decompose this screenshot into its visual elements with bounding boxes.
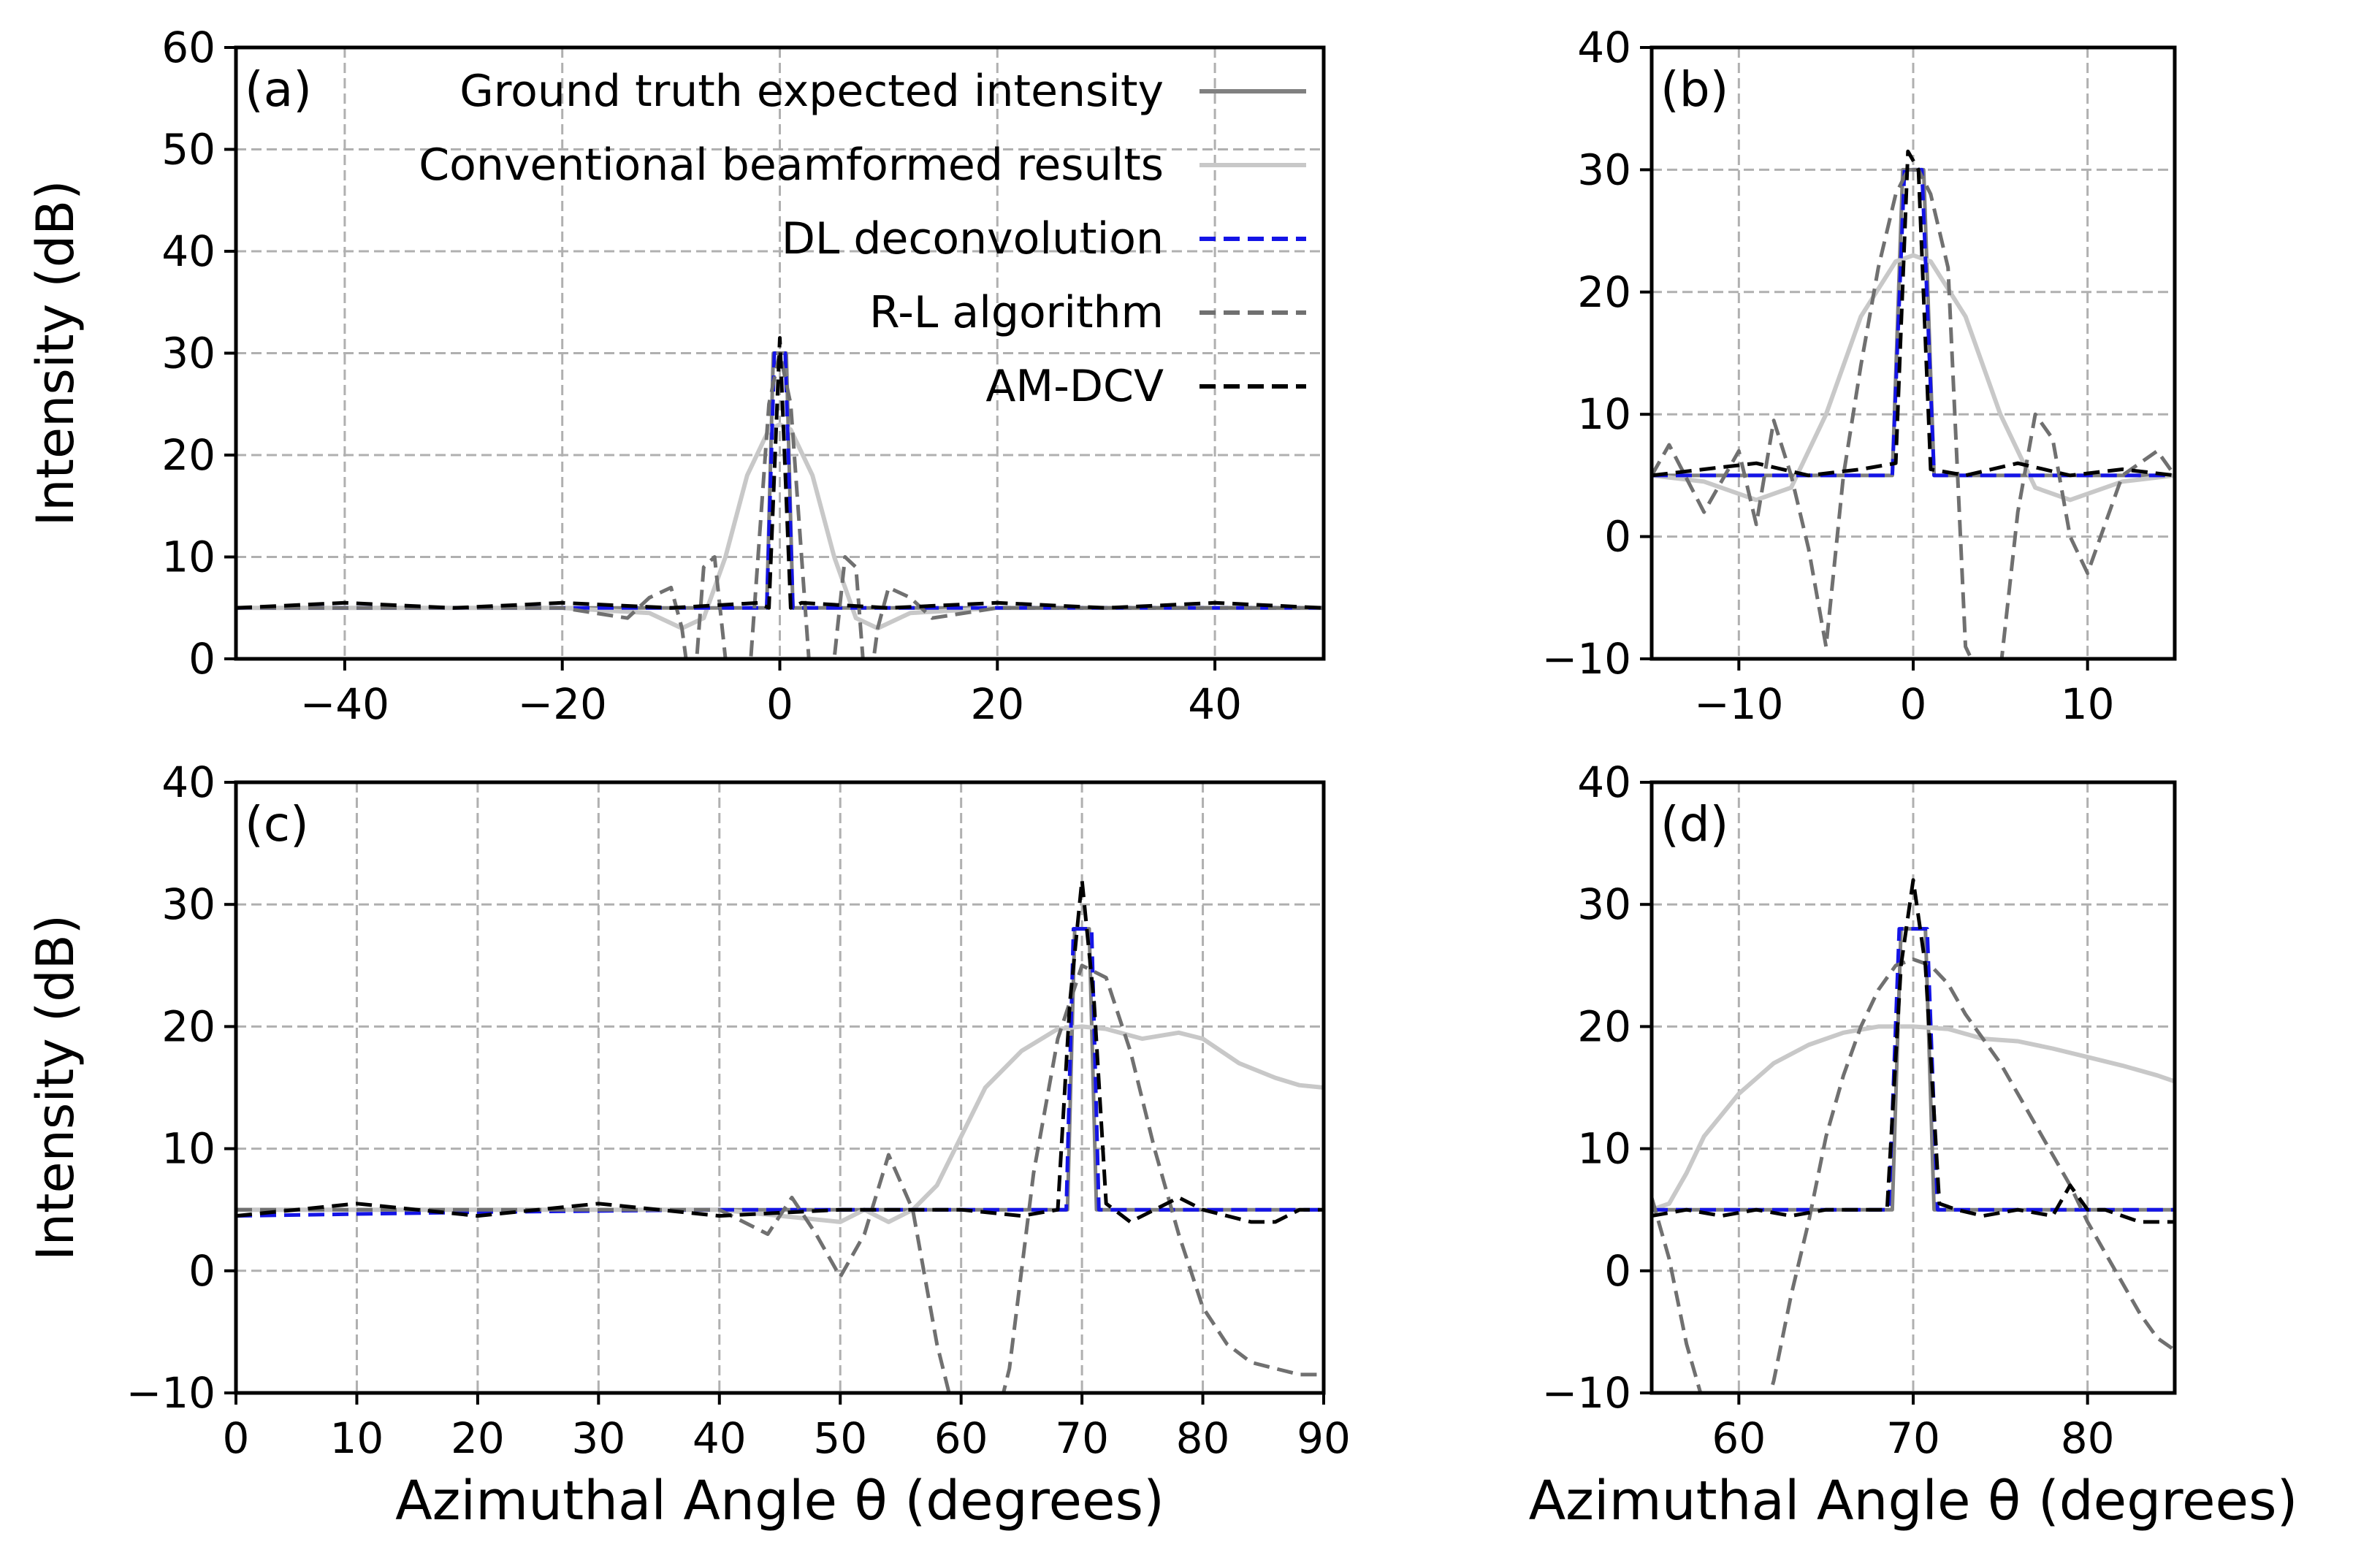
series-line-conventional-beamformed-results [236,422,1324,631]
y-tick-label: 20 [161,1001,216,1051]
series-line-am-dcv [236,878,1324,1224]
series-line-dl-deconvolution [1652,927,2175,1212]
x-tick-label: 20 [451,1413,505,1463]
panel-label: (b) [1660,61,1728,118]
y-tick-label: 0 [188,634,216,684]
y-tick-label: 10 [1577,1124,1631,1174]
x-tick-label: −40 [300,679,389,729]
series-line-r-l-algorithm [236,963,1324,1393]
y-tick-label: 40 [161,226,216,276]
series-line-am-dcv [236,336,1324,610]
y-tick-label: 10 [161,1124,216,1174]
y-tick-label: 30 [1577,145,1631,194]
y-tick-label: 30 [161,329,216,378]
y-tick-label: 0 [1604,1246,1631,1296]
panel-label: (a) [245,61,312,118]
series-line-conventional-beamformed-results [1652,253,2175,503]
x-tick-label: 10 [2061,679,2115,729]
x-tick-label: 0 [1900,679,1927,729]
x-tick-label: −10 [1694,679,1783,729]
panel-label: (c) [245,796,309,852]
x-tick-label: 80 [2061,1413,2115,1463]
panel-c: 0 10 20 30 40 50 60 70 80 90−10010203040(c)Intens… [26,757,1351,1532]
x-tick-label: 50 [813,1413,867,1463]
legend-label: AM-DCV [985,361,1164,412]
y-tick-label: 20 [161,430,216,480]
legend-label: Ground truth expected intensity [459,66,1164,117]
series-line-r-l-algorithm [1652,167,2175,659]
series-line-r-l-algorithm [1652,957,2175,1393]
y-tick-label: 40 [161,757,216,807]
y-tick-label: −10 [1542,1368,1631,1418]
y-tick-label: 60 [161,23,216,72]
x-tick-label: 80 [1176,1413,1230,1463]
x-tick-label: 40 [1188,679,1242,729]
x-tick-label: 60 [1712,1413,1766,1463]
y-tick-label: 50 [161,125,216,175]
x-axis-label: Azimuthal Angle θ (degrees) [1529,1470,2298,1532]
legend-label: R-L algorithm [869,287,1164,338]
x-tick-label: 20 [970,679,1024,729]
series-line-am-dcv [1652,149,2175,478]
y-tick-label: −10 [126,1368,216,1418]
y-tick-label: 40 [1577,23,1631,72]
x-tick-label: 30 [571,1413,625,1463]
x-axis-label: Azimuthal Angle θ (degrees) [395,1470,1164,1532]
y-tick-label: −10 [1542,634,1631,684]
y-tick-label: 20 [1577,1001,1631,1051]
y-tick-label: 20 [1577,267,1631,317]
plot-frame [234,780,1326,1395]
panel-label: (d) [1660,796,1728,852]
y-tick-label: 30 [1577,879,1631,929]
x-tick-label: 0 [766,679,793,729]
x-tick-label: 10 [330,1413,384,1463]
x-tick-label: 40 [693,1413,747,1463]
legend: Ground truth expected intensity Conventio… [419,66,1306,412]
panel-a: −40 −20 0 20 40 0 10 20 30 40 50 60 (a) Intensity (dB… [26,23,1326,729]
y-tick-label: 0 [188,1246,216,1296]
y-axis-label: Intensity (dB) [26,914,85,1261]
x-tick-label: 60 [934,1413,988,1463]
panel-b: −10 0 10 −10 0 10 20 30 40 (b) [1542,23,2177,729]
x-tick-label: 0 [223,1413,250,1463]
x-tick-label: 70 [1055,1413,1109,1463]
y-tick-label: 0 [1604,512,1631,562]
y-tick-label: 30 [161,879,216,929]
panel-d: 60 70 80 −10 0 10 20 30 40 (d) Azimuthal Angle θ (… [1529,757,2298,1532]
y-tick-label: 10 [1577,389,1631,439]
y-tick-label: 10 [161,532,216,582]
legend-label: DL deconvolution [782,213,1164,264]
x-tick-label: −20 [517,679,606,729]
y-tick-label: 40 [1577,757,1631,807]
x-tick-label: 70 [1886,1413,1940,1463]
series-line-conventional-beamformed-results [236,1024,1324,1224]
series-line-am-dcv [1652,878,2175,1224]
x-tick-label: 90 [1297,1413,1351,1463]
legend-label: Conventional beamformed results [419,140,1164,191]
y-axis-label: Intensity (dB) [26,180,85,526]
